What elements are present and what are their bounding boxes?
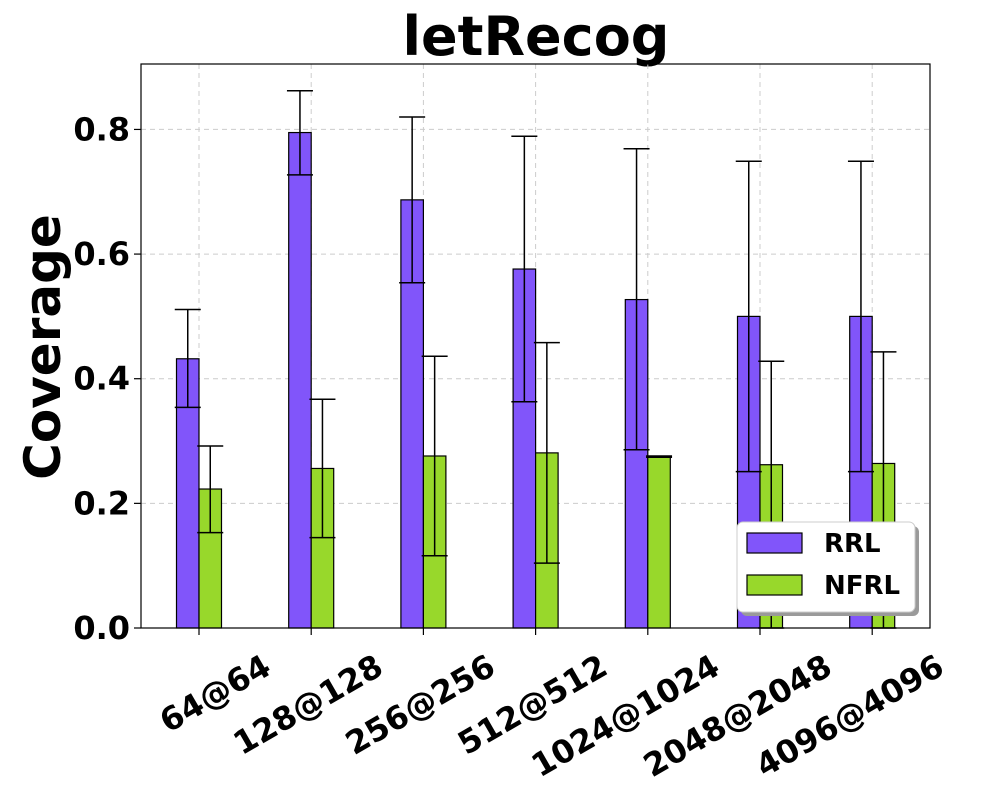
error-bar-rrl-1024@1024: [623, 148, 650, 451]
error-bar-nfrl-1024@1024: [646, 455, 673, 458]
x-tick-label: 1024@1024: [525, 647, 726, 785]
error-bar-nfrl-128@128: [309, 398, 336, 539]
y-tick-label: 0.8: [73, 110, 130, 148]
bar-rrl-128@128: [288, 131, 312, 629]
error-bar-rrl-256@256: [399, 116, 426, 284]
error-bar-nfrl-64@64: [197, 445, 224, 534]
chart-title: letRecog: [403, 5, 670, 68]
y-tick-label: 0.4: [73, 360, 130, 398]
legend: RRL NFRL: [736, 521, 919, 616]
y-tick-label: 0.6: [73, 235, 130, 273]
x-axis-ticks: 64@64128@128256@256512@5121024@10242048@…: [153, 628, 950, 785]
error-bar-nfrl-256@256: [421, 355, 448, 557]
bar-nfrl-1024@1024: [647, 456, 671, 629]
legend-swatch-nfrl: [746, 574, 803, 596]
error-bar-rrl-4096@4096: [847, 160, 874, 473]
x-tick-label: 2048@2048: [637, 647, 838, 785]
y-axis-ticks: 0.0 0.2 0.4 0.6 0.8: [73, 110, 141, 647]
error-bar-rrl-128@128: [286, 90, 313, 176]
y-axis-label: Coverage: [14, 214, 72, 480]
x-tick-label: 4096@4096: [749, 647, 950, 785]
error-bar-rrl-2048@2048: [735, 160, 762, 473]
error-bar-rrl-512@512: [511, 135, 538, 403]
error-bar-rrl-64@64: [174, 308, 201, 409]
y-tick-label: 0.2: [73, 484, 130, 522]
legend-label-rrl: RRL: [824, 529, 881, 559]
legend-swatch-rrl: [746, 532, 803, 554]
legend-label-nfrl: NFRL: [824, 571, 900, 601]
error-bar-nfrl-512@512: [533, 341, 560, 564]
y-tick-label: 0.0: [73, 609, 130, 647]
